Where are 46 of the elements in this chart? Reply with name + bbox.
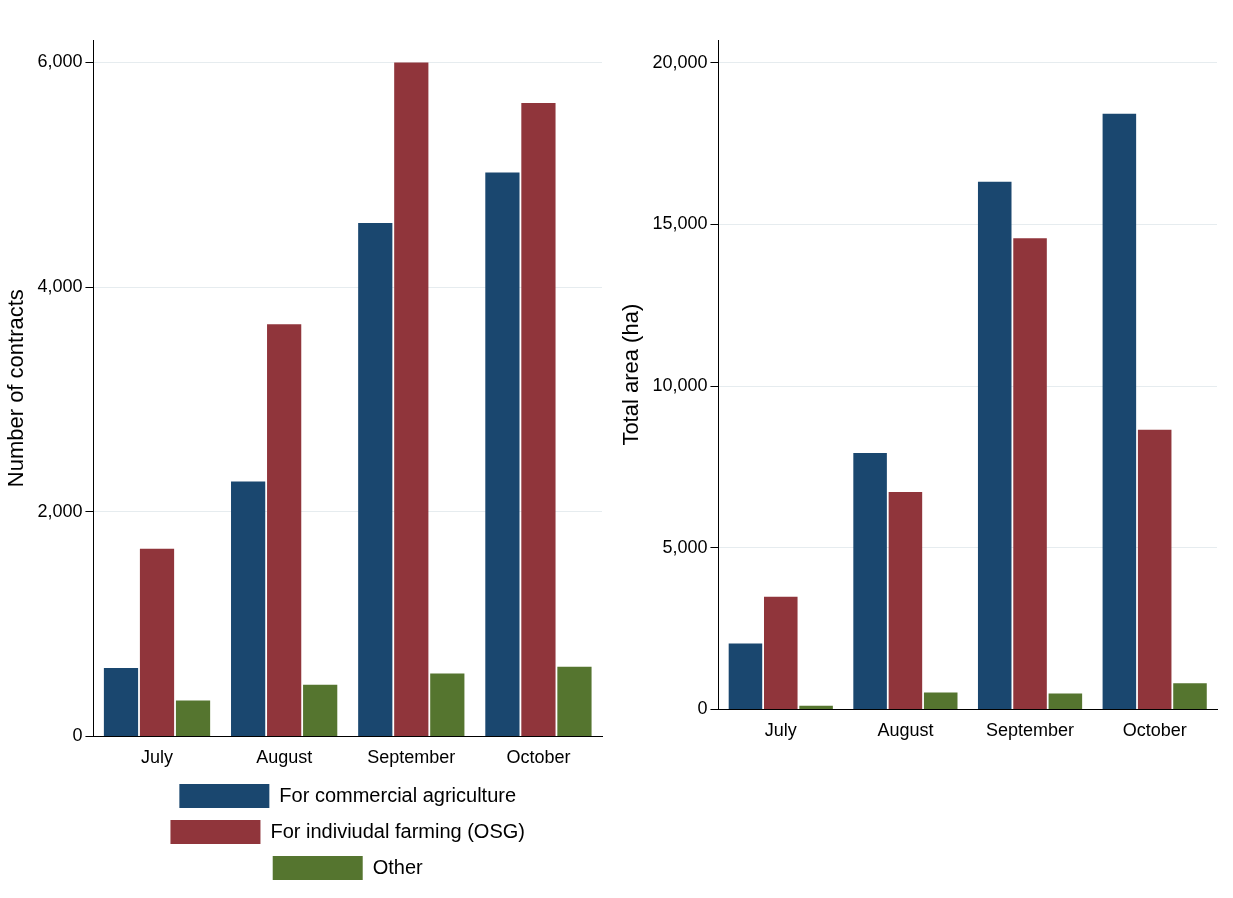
bar xyxy=(1102,113,1137,709)
y-tick-label: 4,000 xyxy=(37,276,83,297)
bar xyxy=(557,666,592,736)
bar xyxy=(358,223,393,736)
bar xyxy=(175,700,211,736)
bar xyxy=(977,181,1012,709)
bar xyxy=(394,62,429,736)
bar xyxy=(923,692,958,709)
legend-label: Other xyxy=(372,855,424,878)
y-axis-title: Total area (ha) xyxy=(618,303,644,446)
x-tick-label: August xyxy=(256,747,313,768)
y-tick-label: 10,000 xyxy=(652,374,708,395)
bar xyxy=(430,673,465,736)
y-tick-label: 6,000 xyxy=(37,51,83,72)
bar xyxy=(231,481,266,736)
x-tick-label: October xyxy=(506,747,571,768)
bar xyxy=(853,452,887,709)
bar xyxy=(521,102,556,736)
bar xyxy=(888,492,923,709)
bar xyxy=(799,705,833,709)
y-tick-label: 20,000 xyxy=(652,51,708,72)
bar xyxy=(303,684,338,736)
bar xyxy=(103,667,139,736)
y-axis-title: Number of contracts xyxy=(3,289,29,488)
bar xyxy=(267,324,302,736)
bar xyxy=(1048,693,1083,709)
y-tick-label: 0 xyxy=(72,725,83,746)
bar xyxy=(1013,238,1047,709)
x-tick-label: August xyxy=(877,720,934,741)
y-tick-label: 15,000 xyxy=(652,213,708,234)
bar xyxy=(1137,429,1172,709)
bar xyxy=(485,172,520,736)
x-tick-label: September xyxy=(986,720,1075,741)
x-tick-label: July xyxy=(141,747,174,768)
bar xyxy=(728,643,763,709)
y-tick-label: 2,000 xyxy=(37,500,83,521)
bar xyxy=(139,548,175,736)
x-tick-label: October xyxy=(1122,720,1187,741)
bar xyxy=(1173,683,1207,709)
bar xyxy=(764,596,798,709)
y-tick-label: 0 xyxy=(697,698,708,719)
y-tick-label: 5,000 xyxy=(662,536,708,557)
legend-label: For indiviudal farming (OSG) xyxy=(270,819,525,842)
legend-label: For commercial agriculture xyxy=(279,783,517,806)
x-tick-label: September xyxy=(367,747,456,768)
x-tick-label: July xyxy=(764,720,797,741)
